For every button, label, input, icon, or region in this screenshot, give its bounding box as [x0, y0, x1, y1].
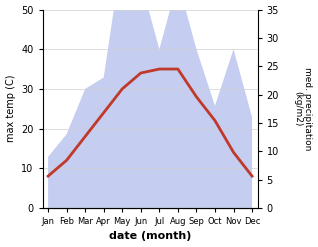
Y-axis label: max temp (C): max temp (C)	[5, 75, 16, 143]
X-axis label: date (month): date (month)	[109, 231, 191, 242]
Y-axis label: med. precipitation
(kg/m2): med. precipitation (kg/m2)	[293, 67, 313, 150]
